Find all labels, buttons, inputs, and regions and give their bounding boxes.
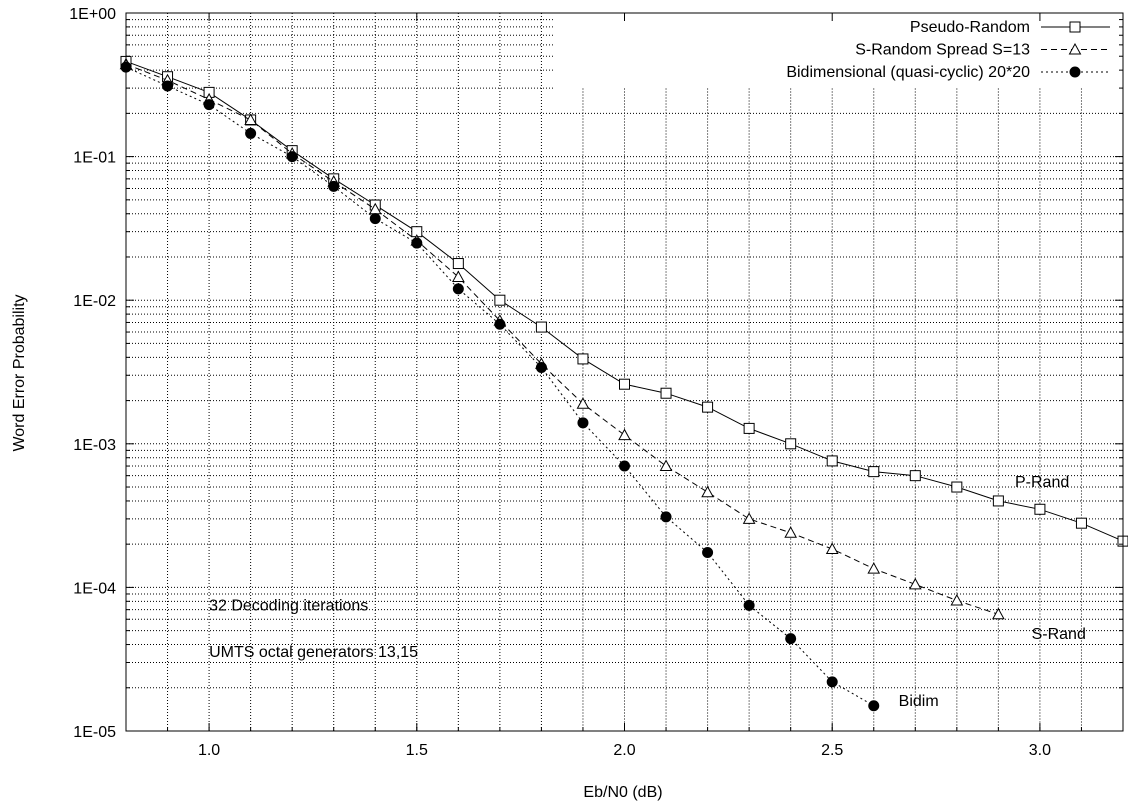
annotation: P-Rand	[1015, 474, 1069, 491]
grid	[126, 13, 1123, 731]
circle-marker	[826, 676, 838, 688]
circle-marker	[411, 237, 423, 249]
circle-marker	[162, 80, 174, 92]
square-marker	[619, 378, 630, 390]
x-tick-label: 2.0	[613, 742, 635, 759]
legend-label: Pseudo-Random	[910, 19, 1030, 36]
y-tick-label: 1E-02	[73, 293, 116, 310]
annotations: P-Rand S-Rand Bidim 32 Decoding iterations U…	[209, 474, 1086, 710]
x-tick-label: 2.5	[821, 742, 843, 759]
triangle-marker	[451, 270, 465, 283]
y-tick-label: 1E-05	[73, 724, 116, 741]
square-marker	[826, 455, 838, 467]
annotation: Bidim	[899, 693, 939, 710]
series-3	[120, 61, 880, 712]
circle-marker	[577, 417, 589, 429]
legend-label: S-Random Spread S=13	[855, 42, 1030, 59]
circle-marker	[702, 546, 714, 558]
series-2	[119, 57, 1005, 620]
x-tick-label: 1.5	[406, 742, 428, 759]
square-marker	[660, 387, 672, 399]
square-marker	[702, 401, 714, 413]
square-marker	[577, 353, 589, 365]
circle-marker	[494, 318, 506, 330]
square-marker	[452, 258, 464, 270]
triangle-marker	[825, 542, 839, 555]
circle-marker	[286, 151, 298, 163]
triangle-marker	[867, 562, 881, 574]
triangle-marker	[244, 113, 257, 125]
circle-marker	[660, 511, 672, 523]
triangle-marker	[992, 607, 1005, 620]
y-tick-label: 1E-03	[73, 437, 116, 454]
legend-label: Bidimensional (quasi-cyclic) 20*20	[786, 64, 1030, 81]
annotation: S-Rand	[1032, 626, 1086, 643]
annotation: UMTS octal generators 13,15	[209, 644, 418, 661]
circle-marker	[369, 213, 381, 225]
y-tick-label: 1E+00	[69, 6, 116, 23]
circle-marker	[868, 700, 880, 712]
circle-marker	[785, 633, 797, 645]
x-tick-label: 1.0	[198, 742, 220, 759]
triangle-marker	[659, 459, 673, 472]
circle-marker	[452, 283, 464, 295]
square-marker	[535, 321, 547, 333]
circle-marker	[245, 127, 257, 139]
x-axis-title: Eb/N0 (dB)	[583, 784, 662, 801]
triangle-marker	[908, 577, 922, 590]
legend: Pseudo-Random S-Random Spread S=13 Bidimen…	[555, 15, 1122, 89]
triangle-marker	[701, 485, 714, 498]
y-tick-label: 1E-01	[73, 150, 116, 167]
circle-marker	[619, 460, 630, 472]
triangle-marker	[1068, 42, 1082, 55]
y-tick-label: 1E-04	[73, 580, 116, 597]
square-marker	[1075, 517, 1087, 529]
x-tick-label: 3.0	[1029, 742, 1051, 759]
circle-marker	[743, 599, 755, 611]
circle-marker	[535, 361, 547, 373]
square-marker	[868, 466, 880, 478]
square-marker	[951, 481, 963, 493]
annotation: 32 Decoding iterations	[209, 598, 368, 615]
legend-background	[555, 15, 1122, 89]
triangle-marker	[618, 428, 631, 441]
square-marker	[743, 422, 755, 434]
triangle-marker	[742, 512, 756, 524]
series-line	[125, 63, 999, 615]
y-axis-title: Word Error Probability	[11, 294, 28, 451]
circle-marker	[328, 180, 340, 192]
square-marker	[909, 470, 921, 482]
circle-marker	[203, 99, 215, 111]
triangle-marker	[950, 594, 964, 606]
square-marker	[494, 294, 506, 306]
axes: 1.0 1.5 2.0 2.5 3.0 1E-05 1E-04 1E-03 1E-02 1E-01…	[69, 6, 1124, 759]
square-marker	[992, 495, 1004, 507]
triangle-marker	[784, 526, 798, 538]
square-marker	[785, 438, 797, 450]
square-marker	[1034, 503, 1046, 515]
triangle-marker	[576, 397, 590, 409]
square-marker	[1069, 21, 1081, 33]
circle-marker	[1069, 66, 1081, 78]
